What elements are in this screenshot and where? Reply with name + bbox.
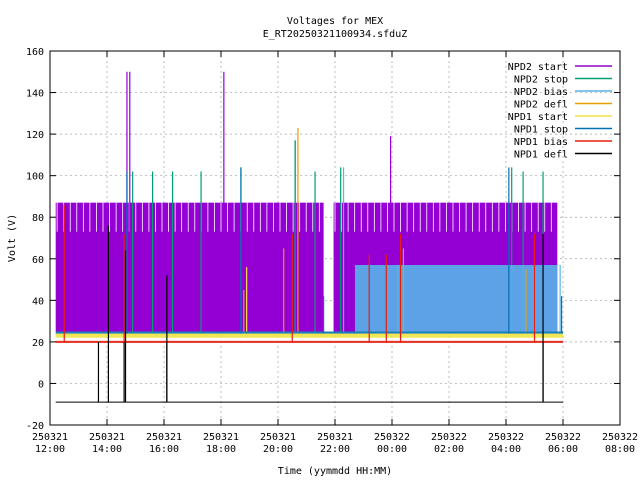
data-series bbox=[55, 71, 563, 403]
x-tick-label-date: 250321 bbox=[89, 432, 125, 443]
legend-label: NPD1 defl bbox=[514, 150, 568, 161]
y-axis-label: Volt (V) bbox=[7, 214, 18, 262]
x-tick-label-time: 12:00 bbox=[35, 444, 65, 455]
y-tick-label: 140 bbox=[26, 89, 44, 100]
x-tick-label-date: 250321 bbox=[317, 432, 353, 443]
series-npd2-defl bbox=[243, 127, 527, 332]
y-tick-label: 40 bbox=[32, 296, 44, 307]
y-tick-label: 20 bbox=[32, 338, 44, 349]
y-tick-label: 120 bbox=[26, 130, 44, 141]
y-tick-label: 80 bbox=[32, 213, 44, 224]
x-tick-label-date: 250322 bbox=[545, 432, 581, 443]
x-tick-label-time: 20:00 bbox=[263, 444, 293, 455]
series-npd2-bias bbox=[342, 167, 561, 332]
series-npd2-stop bbox=[132, 140, 544, 332]
series-npd1-stop bbox=[55, 167, 563, 334]
legend-label: NPD2 start bbox=[508, 62, 568, 73]
chart-title: Voltages for MEX bbox=[287, 16, 383, 27]
x-tick-label-date: 250321 bbox=[203, 432, 239, 443]
series-band bbox=[354, 265, 558, 332]
x-tick-label-time: 06:00 bbox=[548, 444, 578, 455]
legend-label: NPD2 stop bbox=[514, 75, 568, 86]
x-axis-label: Time (yymmdd HH:MM) bbox=[278, 466, 392, 477]
x-tick-label-time: 18:00 bbox=[206, 444, 236, 455]
y-tick-label: -20 bbox=[26, 421, 44, 432]
y-tick-label: 0 bbox=[38, 379, 44, 390]
x-tick-label-time: 14:00 bbox=[92, 444, 122, 455]
series-band bbox=[55, 331, 563, 334]
x-tick-label-time: 04:00 bbox=[491, 444, 521, 455]
series-band bbox=[55, 340, 563, 343]
chart-subtitle: E_RT20250321100934.sfduZ bbox=[263, 29, 408, 40]
x-tick-label-date: 250321 bbox=[260, 432, 296, 443]
axis-ticks: -2002040608010012014016025032112:0025032… bbox=[26, 47, 638, 455]
legend-label: NPD1 start bbox=[508, 112, 568, 123]
x-tick-label-date: 250321 bbox=[32, 432, 68, 443]
x-tick-label-time: 16:00 bbox=[149, 444, 179, 455]
x-tick-label-date: 250322 bbox=[431, 432, 467, 443]
x-tick-label-date: 250322 bbox=[374, 432, 410, 443]
legend-label: NPD1 stop bbox=[514, 125, 568, 136]
legend-label: NPD2 defl bbox=[514, 100, 568, 111]
legend-label: NPD1 bias bbox=[514, 137, 568, 148]
x-tick-label-date: 250321 bbox=[146, 432, 182, 443]
x-tick-label-date: 250322 bbox=[602, 432, 638, 443]
legend-label: NPD2 bias bbox=[514, 87, 568, 98]
x-tick-label-time: 22:00 bbox=[320, 444, 350, 455]
y-tick-label: 160 bbox=[26, 47, 44, 58]
x-tick-label-time: 02:00 bbox=[434, 444, 464, 455]
series-npd1-defl bbox=[55, 225, 563, 403]
x-tick-label-date: 250322 bbox=[488, 432, 524, 443]
series-npd1-bias bbox=[55, 204, 563, 343]
x-tick-label-time: 00:00 bbox=[377, 444, 407, 455]
y-tick-label: 60 bbox=[32, 255, 44, 266]
x-tick-label-time: 08:00 bbox=[605, 444, 635, 455]
series-band bbox=[55, 202, 324, 332]
series-band bbox=[55, 333, 563, 338]
y-tick-label: 100 bbox=[26, 172, 44, 183]
